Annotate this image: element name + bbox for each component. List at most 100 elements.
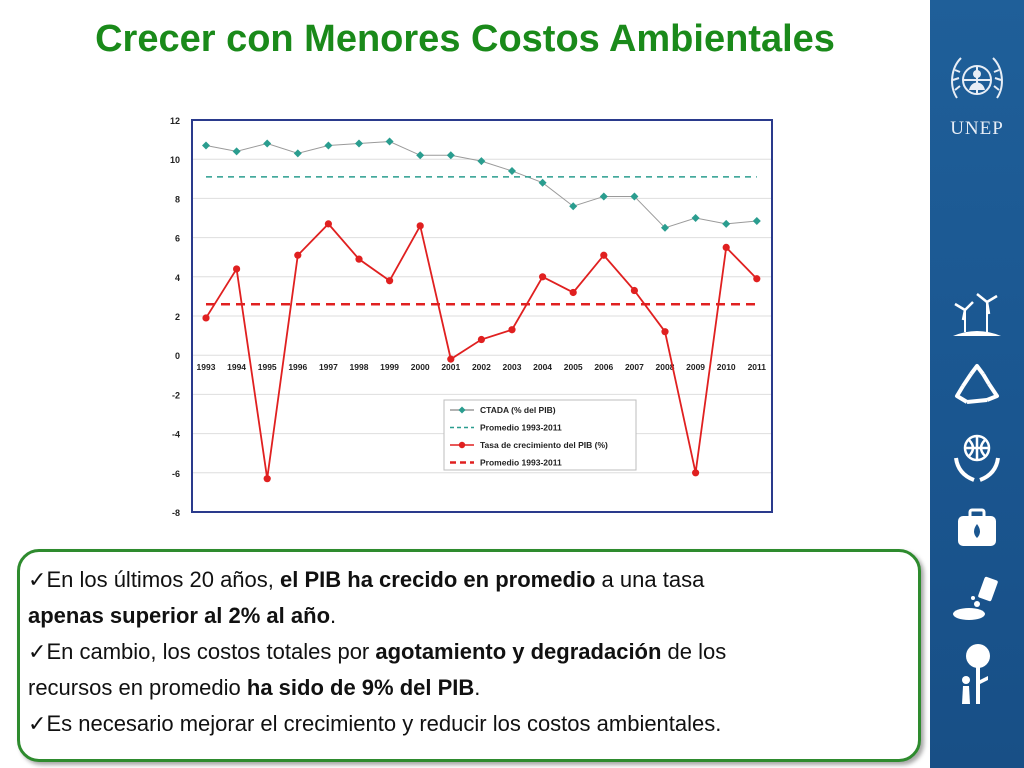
x-tick-label: 1999 xyxy=(380,362,399,372)
bullet-1-line2-text: . xyxy=(330,603,337,628)
slide-title: Crecer con Menores Costos Ambientales xyxy=(95,18,835,60)
x-tick-label: 2011 xyxy=(748,362,767,372)
data-point-diamond xyxy=(661,223,669,232)
data-point-circle xyxy=(416,222,424,230)
y-tick-label: -4 xyxy=(172,430,180,440)
data-point-diamond xyxy=(202,141,210,150)
summary-textbox: ✓ En los últimos 20 años, el PIB ha creci… xyxy=(17,549,921,762)
data-point-circle xyxy=(355,255,363,263)
data-point-circle xyxy=(753,275,761,283)
y-tick-label: 6 xyxy=(175,234,180,244)
y-tick-label: 12 xyxy=(170,116,180,126)
wind-turbines-icon xyxy=(930,288,1024,340)
data-point-circle xyxy=(447,355,455,363)
x-tick-label: 2000 xyxy=(411,362,430,372)
data-point-circle xyxy=(202,314,210,322)
check-icon: ✓ xyxy=(28,639,47,664)
data-point-diamond xyxy=(385,137,394,146)
data-point-circle xyxy=(569,288,577,297)
check-icon: ✓ xyxy=(28,711,47,736)
data-point-diamond xyxy=(324,141,333,150)
data-point-diamond xyxy=(263,139,272,148)
un-emblem-icon xyxy=(930,50,1024,112)
data-point-diamond xyxy=(752,216,761,225)
x-tick-label: 2010 xyxy=(717,362,736,372)
bullet-1-text: En los últimos 20 años, xyxy=(46,567,281,592)
bullet-2-text: En cambio, los costos totales por xyxy=(46,639,376,664)
x-tick-label: 1997 xyxy=(319,362,338,372)
data-point-diamond xyxy=(477,157,486,166)
data-point-circle xyxy=(386,277,394,285)
bullet-2: ✓En cambio, los costos totales por agota… xyxy=(28,634,726,706)
line-chart: 12 10 8 6 4 2 0 -2 -4 -6 -8 1993 1994 1995 1996 1997 199… xyxy=(160,108,780,518)
data-point-diamond xyxy=(599,192,608,201)
x-tick-label: 1993 xyxy=(197,362,216,372)
data-point-circle xyxy=(661,328,669,336)
data-point-diamond xyxy=(355,139,363,148)
bullet-2-bold: agotamiento y degradación xyxy=(375,639,662,664)
bullet-1-bold: el PIB ha crecido en promedio xyxy=(280,567,596,592)
x-tick-label: 2008 xyxy=(656,362,675,372)
legend-label: Promedio 1993-2011 xyxy=(480,458,562,468)
x-tick-label: 2007 xyxy=(625,362,644,372)
bullet-1: ✓En los últimos 20 años, el PIB ha creci… xyxy=(28,562,704,634)
plot-frame xyxy=(191,119,773,513)
x-tick-label: 2006 xyxy=(594,362,613,372)
unep-sidebar: UNEP xyxy=(930,0,1024,768)
data-point-circle xyxy=(630,286,638,295)
legend-marker xyxy=(458,441,466,449)
series-line xyxy=(205,141,757,229)
data-point-diamond xyxy=(691,214,700,222)
x-tick-label: 1995 xyxy=(258,362,277,372)
y-tick-label: 10 xyxy=(170,155,180,165)
legend-label: Promedio 1993-2011 xyxy=(480,423,562,433)
x-tick-label: 2001 xyxy=(441,362,460,372)
bullet-1-line2-bold: apenas superior al 2% al año xyxy=(28,603,331,628)
medical-kit-icon xyxy=(930,506,1024,550)
x-tick-label: 2009 xyxy=(686,362,705,372)
data-point-circle xyxy=(477,335,485,344)
data-point-circle xyxy=(692,469,700,477)
data-point-diamond xyxy=(293,149,302,158)
data-point-circle xyxy=(233,265,241,273)
tree-person-icon xyxy=(930,640,1024,710)
bullet-2-text-end: de los xyxy=(661,639,727,664)
data-point-diamond xyxy=(538,178,547,187)
data-point-circle xyxy=(600,251,608,259)
data-point-circle xyxy=(324,220,332,228)
y-tick-label: 4 xyxy=(175,273,180,283)
x-tick-label: 2004 xyxy=(533,362,552,372)
data-point-diamond xyxy=(508,166,516,175)
y-tick-label: -2 xyxy=(172,390,180,400)
y-tick-label: 2 xyxy=(175,312,180,322)
bullet-2-line2-bold: ha sido de 9% del PIB xyxy=(246,675,475,700)
unep-logo-text: UNEP xyxy=(950,118,1004,139)
data-point-diamond xyxy=(232,147,241,156)
data-point-circle xyxy=(508,326,516,334)
x-tick-label: 2002 xyxy=(472,362,491,372)
data-point-circle xyxy=(722,243,730,251)
data-point-circle xyxy=(294,251,302,259)
data-point-diamond xyxy=(569,202,578,211)
y-tick-label: 8 xyxy=(175,194,180,204)
x-tick-label: 1996 xyxy=(288,362,307,372)
bullet-3: ✓Es necesario mejorar el crecimiento y r… xyxy=(28,706,721,742)
data-point-diamond xyxy=(630,192,639,201)
y-tick-label: 0 xyxy=(175,351,180,361)
recycle-icon xyxy=(930,362,1024,410)
data-point-circle xyxy=(539,273,547,281)
globe-hands-icon xyxy=(930,430,1024,484)
oil-spill-icon xyxy=(930,574,1024,624)
x-tick-label: 1994 xyxy=(227,362,246,372)
legend-label: CTADA (% del PIB) xyxy=(480,405,556,415)
y-tick-label: -6 xyxy=(172,469,180,479)
legend-label: Tasa de crecimiento del PIB (%) xyxy=(480,440,608,450)
x-tick-label: 2005 xyxy=(564,362,583,372)
data-point-diamond xyxy=(722,219,731,228)
data-point-diamond xyxy=(446,151,455,160)
bullet-1-text-end: a una tasa xyxy=(595,567,705,592)
data-point-diamond xyxy=(416,151,425,160)
legend-box xyxy=(443,399,637,471)
bullet-3-text: Es necesario mejorar el crecimiento y re… xyxy=(46,711,722,736)
x-tick-label: 2003 xyxy=(503,362,522,372)
